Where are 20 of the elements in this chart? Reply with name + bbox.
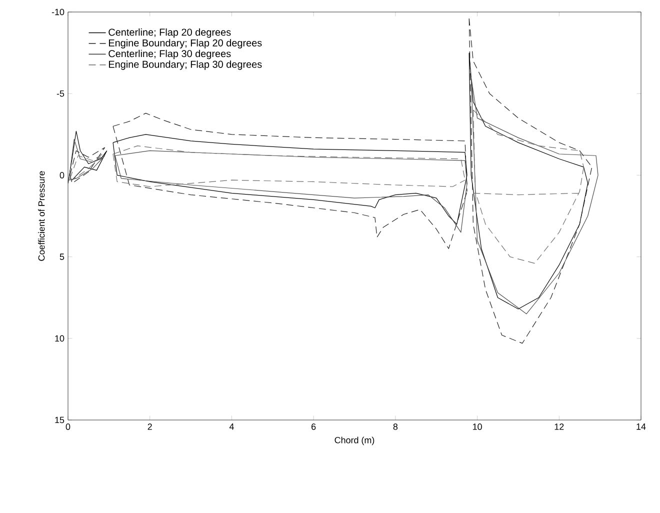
x-tick-label: 14 bbox=[636, 424, 646, 430]
x-axis-title: Chord (m) bbox=[334, 436, 374, 446]
y-tick-label: 15 bbox=[55, 416, 64, 424]
x-tick-label: 6 bbox=[312, 424, 316, 430]
y-tick-label: 0 bbox=[60, 172, 64, 178]
x-tick-label: 4 bbox=[229, 424, 234, 430]
legend-label: Engine Boundary; Flap 20 degrees bbox=[108, 39, 262, 48]
y-tick-label: 10 bbox=[55, 335, 64, 342]
y-tick-label: -5 bbox=[56, 90, 64, 97]
x-tick-label: 0 bbox=[66, 424, 70, 430]
y-tick-label: -10 bbox=[52, 8, 64, 16]
x-tick-label: 2 bbox=[148, 424, 152, 430]
x-tick-label: 8 bbox=[393, 424, 398, 430]
x-tick-label: 10 bbox=[472, 424, 482, 430]
legend-label: Centerline; Flap 20 degrees bbox=[108, 28, 231, 38]
legend-label: Centerline; Flap 30 degrees bbox=[108, 50, 231, 60]
y-tick-label: 5 bbox=[60, 254, 64, 260]
x-tick-label: 12 bbox=[554, 424, 564, 430]
legend-label: Engine Boundary; Flap 30 degrees bbox=[108, 60, 262, 70]
y-axis-title: Coefficient of Pressure bbox=[38, 171, 45, 261]
